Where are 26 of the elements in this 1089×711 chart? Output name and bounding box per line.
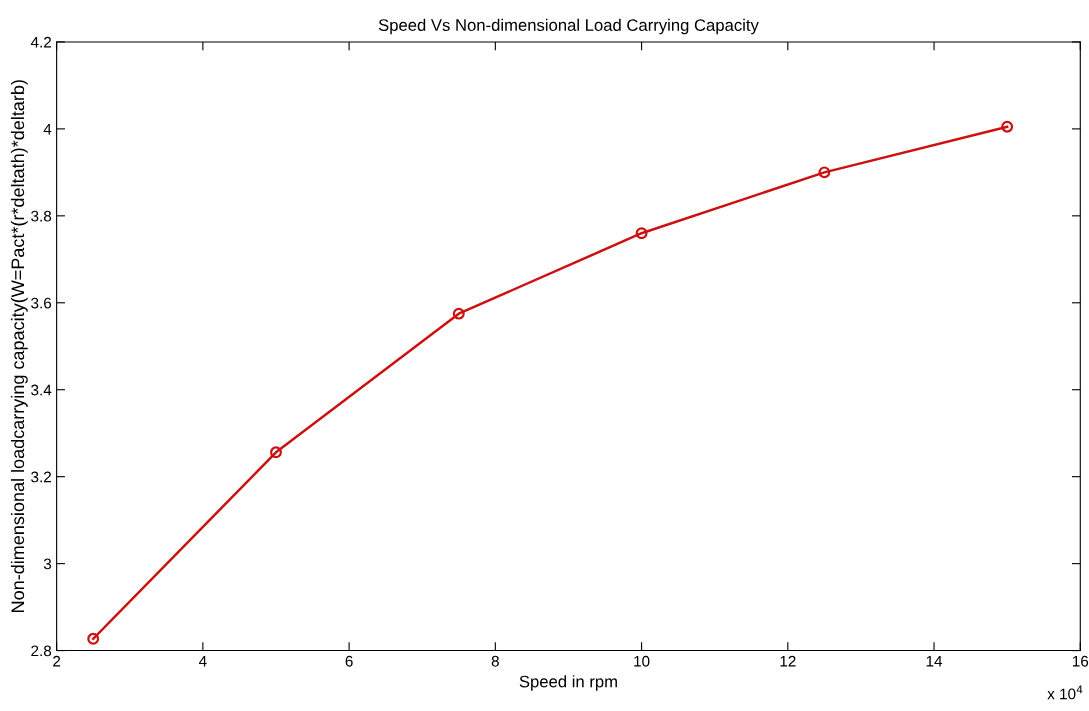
point: [270, 446, 282, 459]
x-tick-label: 14: [926, 655, 943, 667]
y-tick-label: 4.2: [30, 36, 51, 48]
y-tick-label: 4: [43, 123, 52, 135]
x-tick-label: 16: [1072, 655, 1089, 667]
x-tick-label: 8: [491, 655, 499, 667]
point: [635, 227, 648, 240]
point: [87, 632, 100, 645]
point: [452, 307, 465, 320]
x-tick-label: 4: [198, 655, 207, 667]
y-tick-label: 3.8: [31, 210, 52, 222]
x-tick-label: 2: [53, 655, 61, 667]
chart-title: Speed Vs Non-dimensional Load Carrying Capacity: [378, 18, 759, 35]
y-axis-title: Non-dimensional loadcarrying capacity(W=Pact*(r*deltath)*deltarb): [10, 80, 28, 612]
point: [1001, 120, 1014, 133]
y-tick-label: 2.8: [31, 645, 52, 657]
y-tick-label: 3.4: [31, 384, 52, 396]
y-tick-label: 3: [43, 558, 52, 570]
point: [818, 166, 831, 179]
y-tick-label: 3.2: [31, 471, 51, 483]
x-axis-title: Speed in rpm: [519, 675, 617, 691]
text: x 10$^{4}$: [1047, 685, 1083, 700]
y-tick-label: 3.6: [31, 297, 52, 309]
x-tick-label: 10: [634, 655, 650, 667]
x-tick-label: 12: [780, 655, 796, 667]
x-tick-label: 6: [345, 655, 353, 667]
